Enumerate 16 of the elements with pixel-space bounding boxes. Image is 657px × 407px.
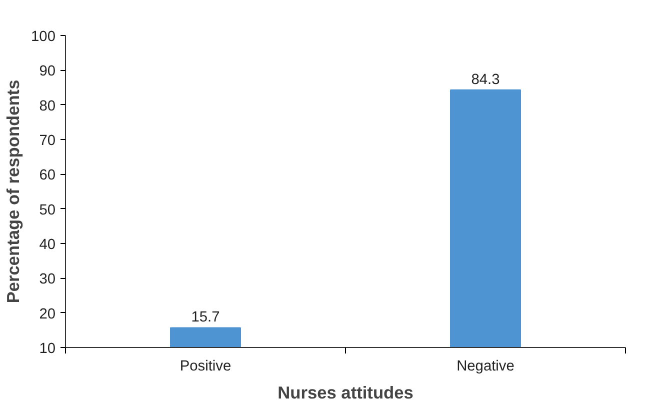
data-label: 84.3 <box>471 72 500 88</box>
y-axis-title: Percentage of respondents <box>3 80 24 304</box>
x-tick-label: Negative <box>456 358 514 374</box>
x-axis-title: Nurses attitudes <box>278 382 414 402</box>
y-tick-label: 30 <box>39 272 56 288</box>
y-tick-label: 80 <box>39 98 56 114</box>
y-tick-label: 90 <box>39 64 56 80</box>
y-tick-label: 40 <box>39 237 56 253</box>
y-tick-label: 60 <box>39 168 56 184</box>
x-tick-label: Positive <box>180 358 232 374</box>
y-tick-label: 50 <box>39 202 56 218</box>
y-tick-label: 100 <box>31 29 56 45</box>
y-tick-label: 70 <box>39 133 56 149</box>
y-tick-label: 20 <box>39 306 56 322</box>
y-tick-label: 10 <box>39 341 56 357</box>
data-label: 15.7 <box>191 310 220 326</box>
